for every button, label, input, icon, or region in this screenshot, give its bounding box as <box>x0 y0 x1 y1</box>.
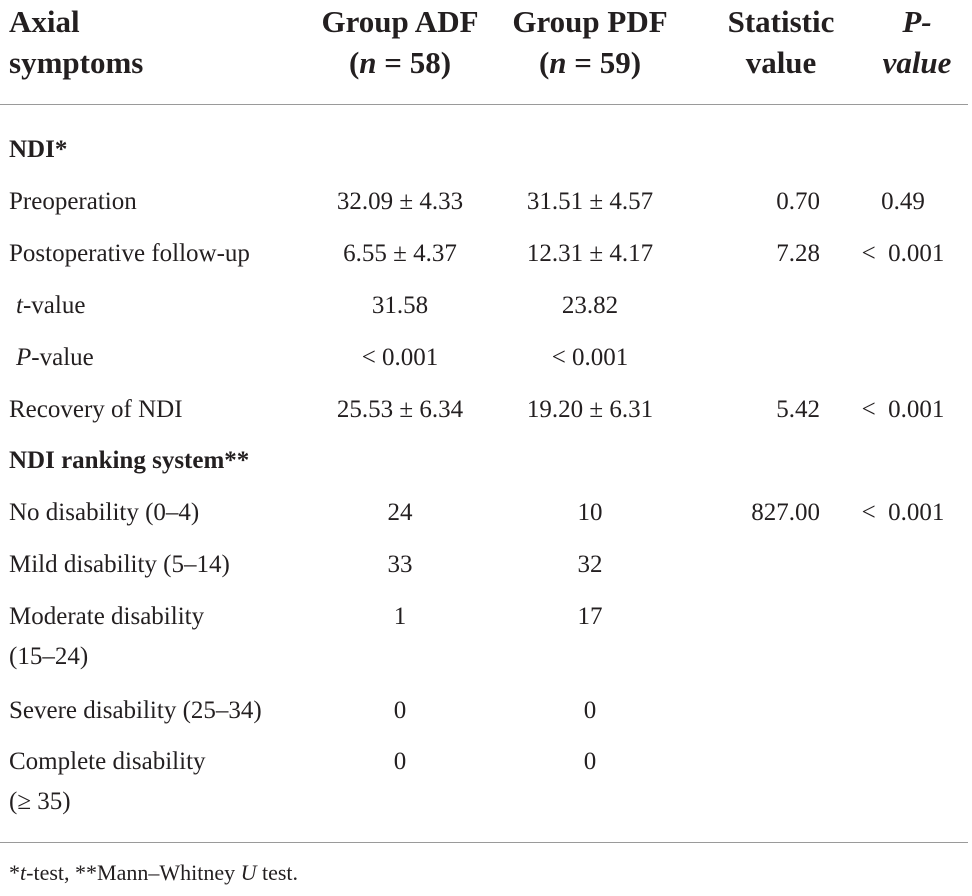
table-bottom-rule <box>0 842 968 843</box>
header-group-pdf: Group PDF (n = 59) <box>512 4 668 80</box>
header-p-value: P- value <box>882 4 952 80</box>
header-statistic-value: Statistic value <box>727 4 835 80</box>
table-top-rule <box>0 104 968 105</box>
header-axial-symptoms: Axial symptoms <box>9 4 144 80</box>
table-footnote: *t-test, **Mann–Whitney U test. <box>9 860 299 885</box>
header-group-adf: Group ADF (n = 58) <box>321 4 479 80</box>
